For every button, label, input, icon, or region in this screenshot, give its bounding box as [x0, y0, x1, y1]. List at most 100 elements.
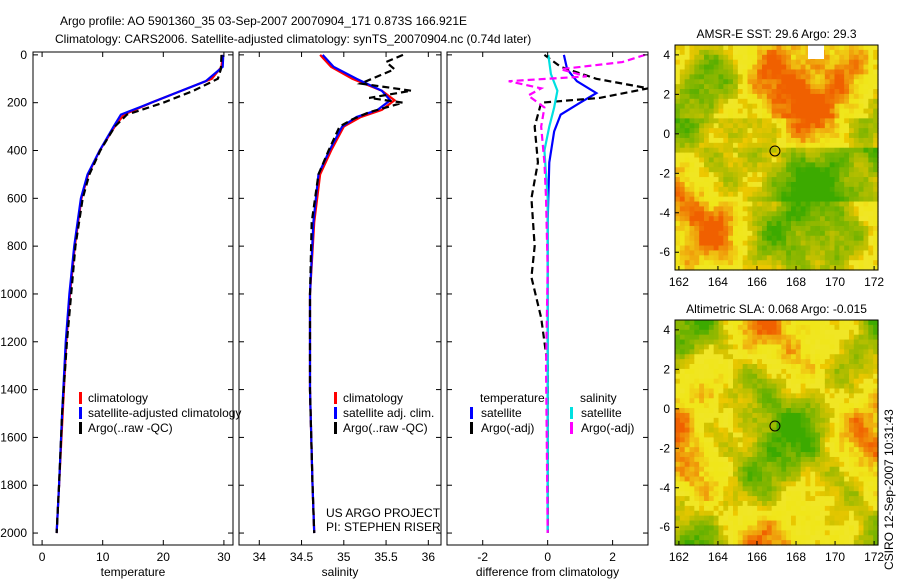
map-cell: [762, 230, 768, 237]
map-cell: [776, 456, 782, 463]
map-cell: [762, 324, 768, 331]
y-tick-label: 2: [663, 362, 670, 376]
map-cell: [820, 368, 826, 375]
map-cell: [737, 486, 744, 492]
map-cell: [781, 167, 787, 173]
map-cell: [742, 417, 749, 424]
map-cell: [839, 118, 845, 124]
map-cell: [689, 54, 695, 61]
map-cell: [834, 320, 840, 326]
map-cell: [791, 118, 797, 124]
map-cell: [824, 510, 831, 517]
map-cell: [858, 186, 865, 193]
map-cell: [858, 403, 865, 409]
map-cell: [839, 530, 845, 536]
x-axis-label: temperature: [101, 565, 166, 579]
map-cell: [728, 103, 734, 110]
map-cell: [820, 403, 826, 409]
map-cell: [820, 133, 826, 139]
map-cell: [708, 177, 715, 183]
map-cell: [684, 172, 691, 178]
map-cell: [718, 422, 724, 429]
map-cell: [718, 108, 724, 115]
map-cell: [752, 245, 758, 252]
map-cell: [762, 427, 768, 434]
map-cell: [718, 137, 724, 144]
map-cell: [834, 324, 840, 331]
map-cell: [728, 466, 734, 473]
map-cell: [713, 177, 720, 183]
map-cell: [820, 216, 826, 222]
map-cell: [766, 525, 773, 531]
map-cell: [858, 235, 865, 242]
map-cell: [829, 255, 836, 261]
map-cell: [747, 364, 753, 370]
map-cell: [815, 225, 821, 232]
map-cell: [805, 196, 811, 203]
map-cell: [824, 530, 831, 536]
map-cell: [868, 221, 874, 227]
map-cell: [873, 324, 879, 331]
map-cell: [815, 378, 821, 385]
map-cell: [868, 74, 874, 80]
map-cell: [795, 461, 802, 468]
map-cell: [752, 255, 758, 261]
map-cell: [844, 181, 850, 188]
map-cell: [723, 344, 729, 350]
map-cell: [849, 393, 855, 399]
map-cell: [829, 388, 836, 394]
map-cell: [786, 69, 792, 75]
map-cell: [737, 344, 744, 350]
map-cell: [737, 49, 744, 56]
map-cell: [844, 432, 850, 438]
map-cell: [815, 324, 821, 331]
map-cell: [858, 216, 865, 222]
map-cell: [752, 235, 758, 242]
map-cell: [762, 103, 768, 110]
map-cell: [733, 167, 739, 173]
map-cell: [834, 422, 840, 429]
map-cell: [776, 359, 782, 365]
map-cell: [733, 98, 739, 105]
map-cell: [713, 128, 720, 134]
map-cell: [824, 89, 831, 95]
map-cell: [694, 172, 700, 178]
map-cell: [839, 491, 845, 497]
map-cell: [766, 245, 773, 252]
map-cell: [815, 108, 821, 115]
map-cell: [824, 471, 831, 478]
map-cell: [834, 520, 840, 527]
map-cell: [795, 471, 802, 478]
map-cell: [704, 364, 710, 370]
map-cell: [824, 147, 831, 154]
map-cell: [824, 108, 831, 115]
map-cell: [849, 359, 855, 365]
map-cell: [752, 403, 758, 409]
map-cell: [718, 486, 724, 492]
map-cell: [699, 98, 705, 105]
map-cell: [795, 417, 802, 424]
map-cell: [737, 240, 744, 247]
map-cell: [820, 157, 826, 163]
map-cell: [747, 265, 753, 271]
map-cell: [820, 491, 826, 497]
map-cell: [776, 221, 782, 227]
map-cell: [805, 181, 811, 188]
map-cell: [810, 354, 816, 360]
map-cell: [718, 225, 724, 232]
map-cell: [694, 378, 700, 385]
map-cell: [868, 320, 874, 326]
map-cell: [781, 113, 787, 119]
map-cell: [839, 211, 845, 217]
map-cell: [853, 378, 860, 385]
map-cell: [742, 403, 749, 409]
map-cell: [810, 422, 816, 429]
map-cell: [762, 181, 768, 188]
map-cell: [704, 118, 710, 124]
map-cell: [757, 461, 763, 468]
map-cell: [873, 147, 879, 154]
map-cell: [762, 525, 768, 531]
map-cell: [728, 64, 734, 71]
map-cell: [815, 339, 821, 346]
map-cell: [762, 59, 768, 66]
